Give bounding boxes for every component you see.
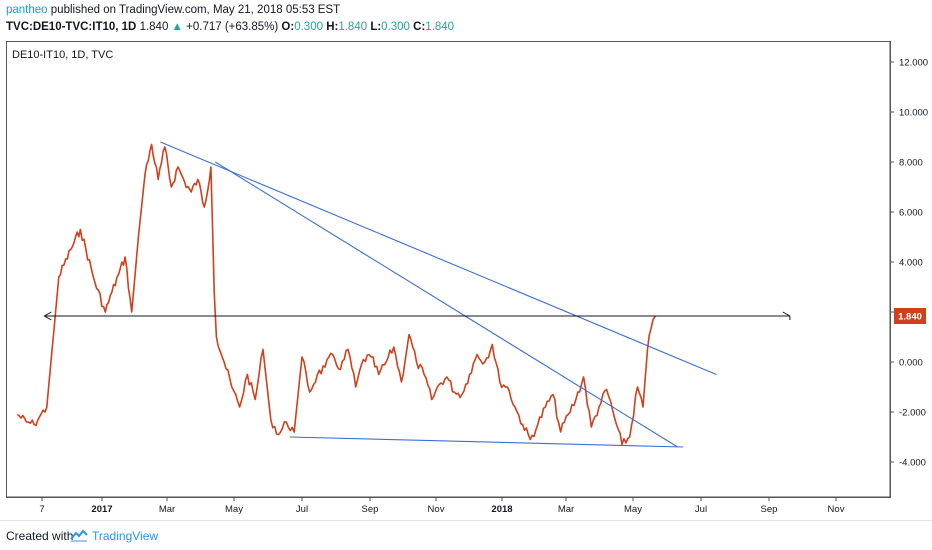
- price-change: +0.717 (+63.85%): [186, 21, 279, 33]
- symbol-line: TVC:DE10-TVC:IT10, 1D 1.840 ▲ +0.717 (+6…: [6, 21, 454, 33]
- y-tick-label: -4.000: [899, 458, 926, 469]
- last-price-label: 1.840: [898, 312, 922, 323]
- y-tick-label: 0.000: [899, 358, 923, 369]
- x-tick-label: Nov: [428, 504, 445, 515]
- up-arrow-icon: ▲: [171, 21, 183, 33]
- high-label: H:: [326, 21, 339, 33]
- y-tick-label: 4.000: [899, 258, 923, 269]
- series-tag: DE10-IT10, 1D, TVC: [12, 49, 114, 61]
- footer: Created with TradingView: [0, 520, 932, 549]
- y-tick-label: 12.000: [899, 58, 928, 69]
- x-tick-label: Sep: [362, 504, 379, 515]
- created-with-text: Created with: [6, 529, 74, 543]
- low-value: 0.300: [381, 21, 410, 33]
- x-tick-label: Jul: [695, 504, 707, 515]
- x-tick-label: Mar: [159, 504, 175, 515]
- trendline-1: [160, 141, 717, 376]
- x-tick-label: Mar: [558, 504, 574, 515]
- x-tick-label: Jul: [296, 504, 308, 515]
- x-tick-label: 7: [39, 504, 44, 515]
- tradingview-brand-link[interactable]: TradingView: [92, 529, 159, 543]
- x-tick-label: 2018: [491, 504, 512, 515]
- last-price-box: [894, 308, 926, 324]
- tradingview-logo-icon[interactable]: [70, 528, 88, 547]
- arrow-left-head: [43, 311, 52, 321]
- price-series-line: [16, 143, 656, 446]
- author-link[interactable]: pantheo: [6, 4, 48, 16]
- trendline-3: [289, 436, 684, 448]
- x-tick-label: Nov: [828, 504, 845, 515]
- close-label: C:: [413, 21, 426, 33]
- y-tick-label: 8.000: [899, 158, 923, 169]
- open-value: 0.300: [294, 21, 323, 33]
- symbol-name: TVC:DE10-TVC:IT10, 1D: [6, 21, 137, 33]
- low-label: L:: [370, 21, 382, 33]
- x-tick-label: Sep: [761, 504, 778, 515]
- y-tick-label: -2.000: [899, 408, 926, 419]
- x-tick-label: 2017: [91, 504, 112, 515]
- y-tick-label: 10.000: [899, 108, 928, 119]
- x-tick-label: May: [225, 504, 243, 515]
- close-value: 1.840: [425, 21, 455, 33]
- publish-line: pantheo published on TradingView.com, Ma…: [6, 4, 340, 16]
- arrow-right-head: [782, 311, 791, 320]
- chart-header: pantheo published on TradingView.com, Ma…: [0, 0, 932, 38]
- y-tick-label: 6.000: [899, 208, 923, 219]
- high-value: 1.840: [338, 21, 368, 33]
- published-text: published on TradingView.com, May 21, 20…: [50, 4, 341, 16]
- x-tick-label: May: [624, 504, 642, 515]
- trendline-2: [215, 161, 678, 448]
- last-price: 1.840: [139, 21, 169, 33]
- open-label: O:: [281, 21, 295, 33]
- chart-svg[interactable]: 12.00010.0008.0006.0004.0002.0000.000-2.…: [0, 0, 932, 520]
